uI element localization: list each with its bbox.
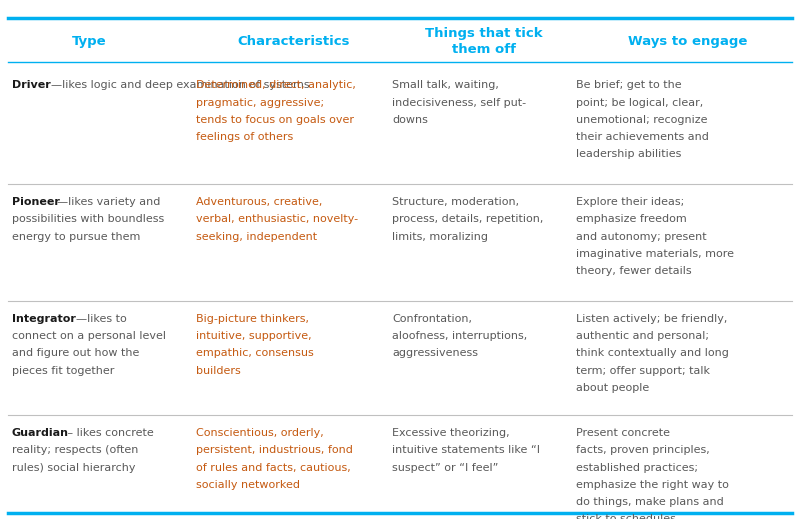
- Text: energy to pursue them: energy to pursue them: [12, 231, 140, 242]
- Text: established practices;: established practices;: [576, 462, 698, 473]
- Text: Type: Type: [72, 35, 107, 48]
- Text: unemotional; recognize: unemotional; recognize: [576, 115, 707, 125]
- Text: feelings of others: feelings of others: [196, 132, 294, 142]
- Text: Integrator: Integrator: [12, 314, 76, 324]
- Text: about people: about people: [576, 383, 650, 393]
- Text: stick to schedules: stick to schedules: [576, 514, 676, 519]
- Text: intuitive, supportive,: intuitive, supportive,: [196, 331, 312, 341]
- Text: seeking, independent: seeking, independent: [196, 231, 317, 242]
- Text: suspect” or “I feel”: suspect” or “I feel”: [392, 462, 498, 473]
- Text: socially networked: socially networked: [196, 480, 300, 490]
- Text: builders: builders: [196, 366, 241, 376]
- Text: and figure out how the: and figure out how the: [12, 348, 139, 359]
- Text: possibilities with boundless: possibilities with boundless: [12, 214, 164, 224]
- Text: pieces fit together: pieces fit together: [12, 366, 114, 376]
- Text: —likes variety and: —likes variety and: [57, 197, 161, 207]
- Text: and autonomy; present: and autonomy; present: [576, 231, 706, 242]
- Text: emphasize the right way to: emphasize the right way to: [576, 480, 729, 490]
- Text: aggressiveness: aggressiveness: [392, 348, 478, 359]
- Text: Driver: Driver: [12, 80, 50, 90]
- Text: Structure, moderation,: Structure, moderation,: [392, 197, 519, 207]
- Text: verbal, enthusiastic, novelty-: verbal, enthusiastic, novelty-: [196, 214, 358, 224]
- Text: imaginative materials, more: imaginative materials, more: [576, 249, 734, 259]
- Text: intuitive statements like “I: intuitive statements like “I: [392, 445, 540, 455]
- Text: term; offer support; talk: term; offer support; talk: [576, 366, 710, 376]
- Text: Listen actively; be friendly,: Listen actively; be friendly,: [576, 314, 727, 324]
- Text: rules) social hierarchy: rules) social hierarchy: [12, 462, 135, 473]
- Text: authentic and personal;: authentic and personal;: [576, 331, 709, 341]
- Text: Be brief; get to the: Be brief; get to the: [576, 80, 682, 90]
- Text: leadership abilities: leadership abilities: [576, 149, 682, 159]
- Text: Characteristics: Characteristics: [238, 35, 350, 48]
- Text: limits, moralizing: limits, moralizing: [392, 231, 488, 242]
- Text: do things, make plans and: do things, make plans and: [576, 497, 724, 507]
- Text: Adventurous, creative,: Adventurous, creative,: [196, 197, 322, 207]
- Text: process, details, repetition,: process, details, repetition,: [392, 214, 543, 224]
- Text: – likes concrete: – likes concrete: [63, 428, 154, 438]
- Text: facts, proven principles,: facts, proven principles,: [576, 445, 710, 455]
- Text: empathic, consensus: empathic, consensus: [196, 348, 314, 359]
- Text: their achievements and: their achievements and: [576, 132, 709, 142]
- Text: Confrontation,: Confrontation,: [392, 314, 472, 324]
- Text: of rules and facts, cautious,: of rules and facts, cautious,: [196, 462, 350, 473]
- Text: theory, fewer details: theory, fewer details: [576, 266, 692, 276]
- Text: tends to focus on goals over: tends to focus on goals over: [196, 115, 354, 125]
- Text: persistent, industrious, fond: persistent, industrious, fond: [196, 445, 353, 455]
- Text: connect on a personal level: connect on a personal level: [12, 331, 166, 341]
- Text: think contextually and long: think contextually and long: [576, 348, 729, 359]
- Text: reality; respects (often: reality; respects (often: [12, 445, 138, 455]
- Text: Things that tick
them off: Things that tick them off: [425, 27, 543, 56]
- Text: Guardian: Guardian: [12, 428, 69, 438]
- Text: Excessive theorizing,: Excessive theorizing,: [392, 428, 510, 438]
- Text: Determined, direct, analytic,: Determined, direct, analytic,: [196, 80, 356, 90]
- Text: —likes to: —likes to: [77, 314, 127, 324]
- Text: pragmatic, aggressive;: pragmatic, aggressive;: [196, 98, 324, 107]
- Text: downs: downs: [392, 115, 428, 125]
- Text: Present concrete: Present concrete: [576, 428, 670, 438]
- Text: aloofness, interruptions,: aloofness, interruptions,: [392, 331, 527, 341]
- Text: point; be logical, clear,: point; be logical, clear,: [576, 98, 703, 107]
- Text: indecisiveness, self put-: indecisiveness, self put-: [392, 98, 526, 107]
- Text: —likes logic and deep examination of systems: —likes logic and deep examination of sys…: [50, 80, 310, 90]
- Text: Pioneer: Pioneer: [12, 197, 60, 207]
- Text: Ways to engage: Ways to engage: [628, 35, 748, 48]
- Text: Small talk, waiting,: Small talk, waiting,: [392, 80, 499, 90]
- Text: Big-picture thinkers,: Big-picture thinkers,: [196, 314, 309, 324]
- Text: Explore their ideas;: Explore their ideas;: [576, 197, 684, 207]
- Text: emphasize freedom: emphasize freedom: [576, 214, 686, 224]
- Text: Conscientious, orderly,: Conscientious, orderly,: [196, 428, 324, 438]
